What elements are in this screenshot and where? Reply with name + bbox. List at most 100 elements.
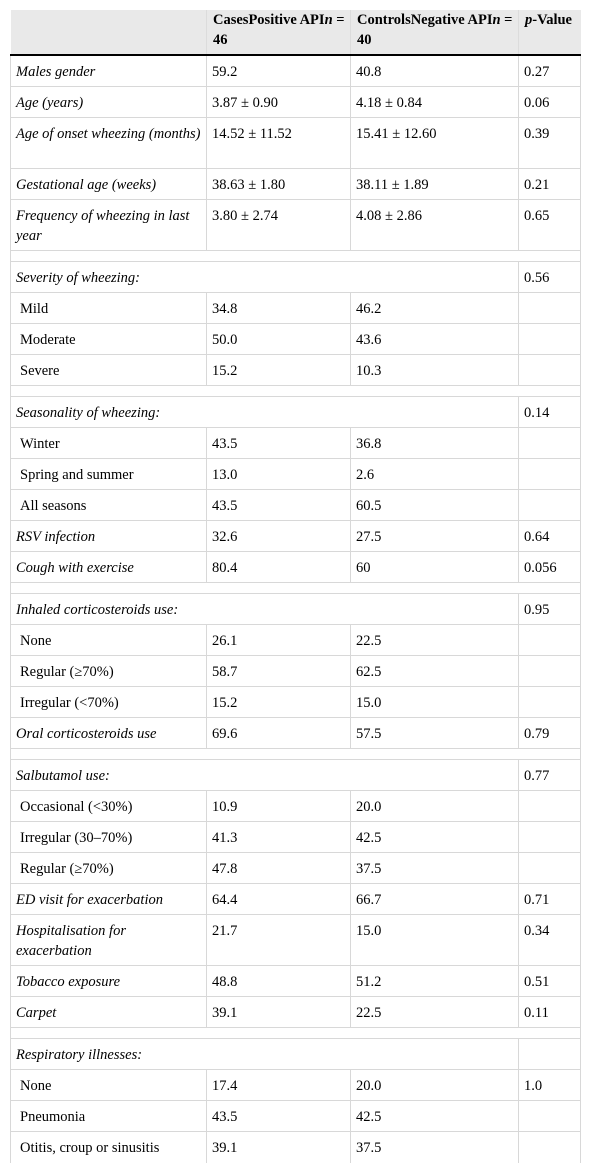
row-label: Winter (10, 427, 207, 459)
group-header-row: Inhaled corticosteroids use: 0.95 (10, 593, 581, 625)
row-label: Regular (≥70%) (10, 852, 207, 884)
table-row: Age of onset wheezing (months) 14.52 ± 11… (10, 117, 581, 169)
row-label: Hospitalisation for exacerbation (10, 914, 207, 966)
cases-cell: 10.9 (206, 790, 351, 822)
table-row: Tobacco exposure 48.8 51.2 0.51 (10, 965, 581, 997)
p-value-cell: 0.39 (518, 117, 581, 169)
p-value-cell: 0.34 (518, 914, 581, 966)
p-value-cell: 1.0 (518, 1069, 581, 1101)
row-label: Occasional (<30%) (10, 790, 207, 822)
p-value-cell (518, 323, 581, 355)
controls-cell: 42.5 (350, 1100, 519, 1132)
row-label: Frequency of wheezing in last year (10, 199, 207, 251)
group-header-row: Severity of wheezing: 0.56 (10, 261, 581, 293)
row-label: None (10, 624, 207, 656)
p-value-cell: 0.14 (518, 396, 581, 428)
table-row: ED visit for exacerbation 64.4 66.7 0.71 (10, 883, 581, 915)
cases-cell: 38.63 ± 1.80 (206, 168, 351, 200)
group-header-row: Salbutamol use: 0.77 (10, 759, 581, 791)
table-body: Males gender 59.2 40.8 0.27 Age (years) 3.87 … (10, 54, 581, 1163)
controls-cell: 15.0 (350, 914, 519, 966)
cases-cell: 64.4 (206, 883, 351, 915)
controls-cell: 43.6 (350, 323, 519, 355)
p-value-cell: 0.65 (518, 199, 581, 251)
cases-cell: 43.5 (206, 1100, 351, 1132)
cases-cell: 50.0 (206, 323, 351, 355)
group-label: Seasonality of wheezing: (10, 396, 519, 428)
header-cases: CasesPositive APIn = 46 (206, 10, 351, 56)
controls-cell: 46.2 (350, 292, 519, 324)
header-controls-n: n (492, 12, 501, 28)
cases-cell: 3.87 ± 0.90 (206, 86, 351, 118)
controls-cell: 22.5 (350, 996, 519, 1028)
cases-cell: 39.1 (206, 1131, 351, 1163)
p-value-cell (518, 1100, 581, 1132)
p-value-cell: 0.77 (518, 759, 581, 791)
sub-row: Severe 15.2 10.3 (10, 354, 581, 386)
controls-cell: 57.5 (350, 717, 519, 749)
sub-row: None 17.4 20.0 1.0 (10, 1069, 581, 1101)
p-value-cell (518, 427, 581, 459)
p-value-cell (518, 852, 581, 884)
p-value-cell (518, 624, 581, 656)
spacer-cell (10, 748, 581, 760)
cases-cell: 41.3 (206, 821, 351, 853)
row-label: Regular (≥70%) (10, 655, 207, 687)
row-label: Tobacco exposure (10, 965, 207, 997)
header-controls: ControlsNegative APIn = 40 (350, 10, 519, 56)
p-value-cell: 0.11 (518, 996, 581, 1028)
header-row: CasesPositive APIn = 46 ControlsNegative… (10, 10, 581, 56)
table-row: Gestational age (weeks) 38.63 ± 1.80 38.11… (10, 168, 581, 200)
cases-cell: 43.5 (206, 489, 351, 521)
spacer-row (10, 748, 581, 760)
p-value-cell: 0.21 (518, 168, 581, 200)
p-value-cell: 0.56 (518, 261, 581, 293)
table-row: Cough with exercise 80.4 60 0.056 (10, 551, 581, 583)
group-label: Respiratory illnesses: (10, 1038, 519, 1070)
cases-cell: 3.80 ± 2.74 (206, 199, 351, 251)
p-value-cell: 0.51 (518, 965, 581, 997)
row-label: Males gender (10, 54, 207, 87)
cases-cell: 48.8 (206, 965, 351, 997)
p-value-cell (518, 655, 581, 687)
header-controls-label: ControlsNegative API (357, 12, 493, 28)
p-value-cell: 0.056 (518, 551, 581, 583)
group-label: Salbutamol use: (10, 759, 519, 791)
controls-cell: 20.0 (350, 1069, 519, 1101)
p-value-cell: 0.71 (518, 883, 581, 915)
cases-cell: 43.5 (206, 427, 351, 459)
controls-cell: 15.41 ± 12.60 (350, 117, 519, 169)
p-value-cell (518, 790, 581, 822)
p-value-cell (518, 686, 581, 718)
row-label: Cough with exercise (10, 551, 207, 583)
controls-cell: 37.5 (350, 852, 519, 884)
row-label: Carpet (10, 996, 207, 1028)
p-value-cell (518, 458, 581, 490)
sub-row: Irregular (<70%) 15.2 15.0 (10, 686, 581, 718)
sub-row: Regular (≥70%) 58.7 62.5 (10, 655, 581, 687)
cases-cell: 13.0 (206, 458, 351, 490)
cases-cell: 17.4 (206, 1069, 351, 1101)
controls-cell: 15.0 (350, 686, 519, 718)
controls-cell: 2.6 (350, 458, 519, 490)
p-value-cell: 0.06 (518, 86, 581, 118)
controls-cell: 22.5 (350, 624, 519, 656)
header-p-suffix: -Value (532, 12, 572, 28)
controls-cell: 60 (350, 551, 519, 583)
spacer-row (10, 385, 581, 397)
controls-cell: 62.5 (350, 655, 519, 687)
sub-row: Regular (≥70%) 47.8 37.5 (10, 852, 581, 884)
row-label: Spring and summer (10, 458, 207, 490)
row-label: None (10, 1069, 207, 1101)
table-header: CasesPositive APIn = 46 ControlsNegative… (10, 10, 581, 56)
row-label: Gestational age (weeks) (10, 168, 207, 200)
table-row: Oral corticosteroids use 69.6 57.5 0.79 (10, 717, 581, 749)
p-value-cell: 0.79 (518, 717, 581, 749)
controls-cell: 51.2 (350, 965, 519, 997)
table-row: Hospitalisation for exacerbation 21.7 15.0… (10, 914, 581, 966)
p-value-cell: 0.64 (518, 520, 581, 552)
p-value-cell (518, 1038, 581, 1070)
row-label: Mild (10, 292, 207, 324)
row-label: Age (years) (10, 86, 207, 118)
cases-cell: 69.6 (206, 717, 351, 749)
